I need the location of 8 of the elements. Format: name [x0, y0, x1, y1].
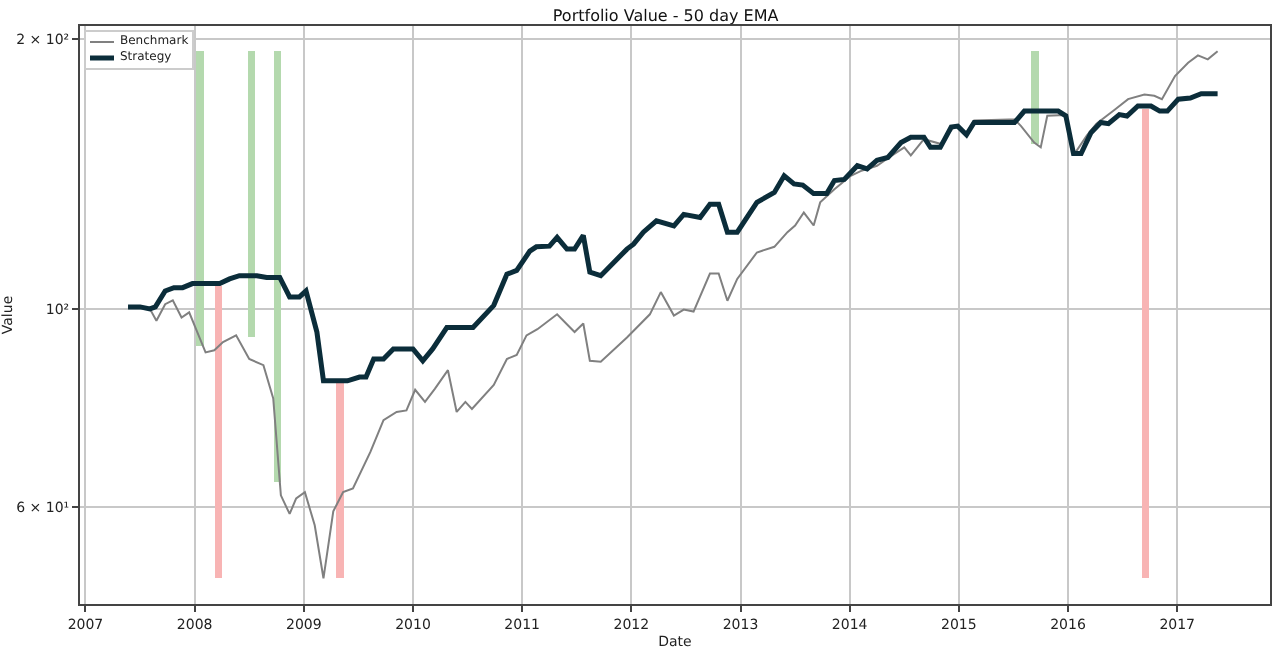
bar — [214, 286, 223, 579]
bar — [336, 381, 344, 579]
bar — [247, 51, 256, 338]
line-series — [125, 91, 1221, 384]
bar — [1031, 51, 1040, 144]
bar — [196, 51, 204, 346]
bar — [1141, 109, 1150, 579]
chart-title: Portfolio Value - 50 day EMA — [552, 6, 780, 25]
